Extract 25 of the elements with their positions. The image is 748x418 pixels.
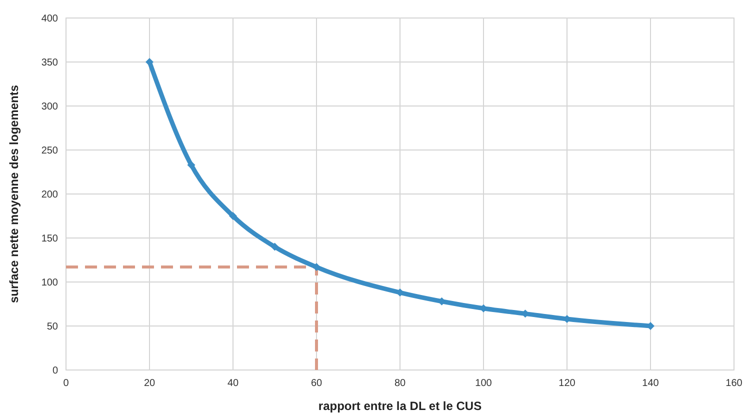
y-tick-label: 0 <box>52 366 58 376</box>
x-tick-label: 0 <box>63 378 70 389</box>
point <box>146 58 154 66</box>
point <box>229 212 237 220</box>
x-tick-label: 160 <box>726 378 743 389</box>
x-tick-label: 40 <box>227 378 239 389</box>
y-tick-label: 50 <box>46 322 58 332</box>
y-tick-label: 300 <box>41 102 58 112</box>
x-tick-label: 140 <box>642 378 660 389</box>
point <box>270 242 279 251</box>
point <box>312 263 320 272</box>
y-axis-title: surface nette moyenne des logements <box>7 84 21 304</box>
y-tick-label: 250 <box>41 146 58 156</box>
y-tick-label: 200 <box>41 190 58 200</box>
y-tick-label: 150 <box>41 234 58 244</box>
y-tick-label: 400 <box>41 14 58 24</box>
y-tick-label: 100 <box>41 278 58 288</box>
x-tick-label: 80 <box>394 378 406 389</box>
x-tick-label: 120 <box>558 378 576 389</box>
y-tick-label: 350 <box>41 58 58 68</box>
x-axis-title: rapport entre la DL et le CUS <box>318 399 482 413</box>
x-tick-label: 100 <box>475 378 492 389</box>
point <box>187 160 196 169</box>
x-tick-label: 60 <box>310 378 322 389</box>
x-tick-label: 20 <box>144 378 156 389</box>
